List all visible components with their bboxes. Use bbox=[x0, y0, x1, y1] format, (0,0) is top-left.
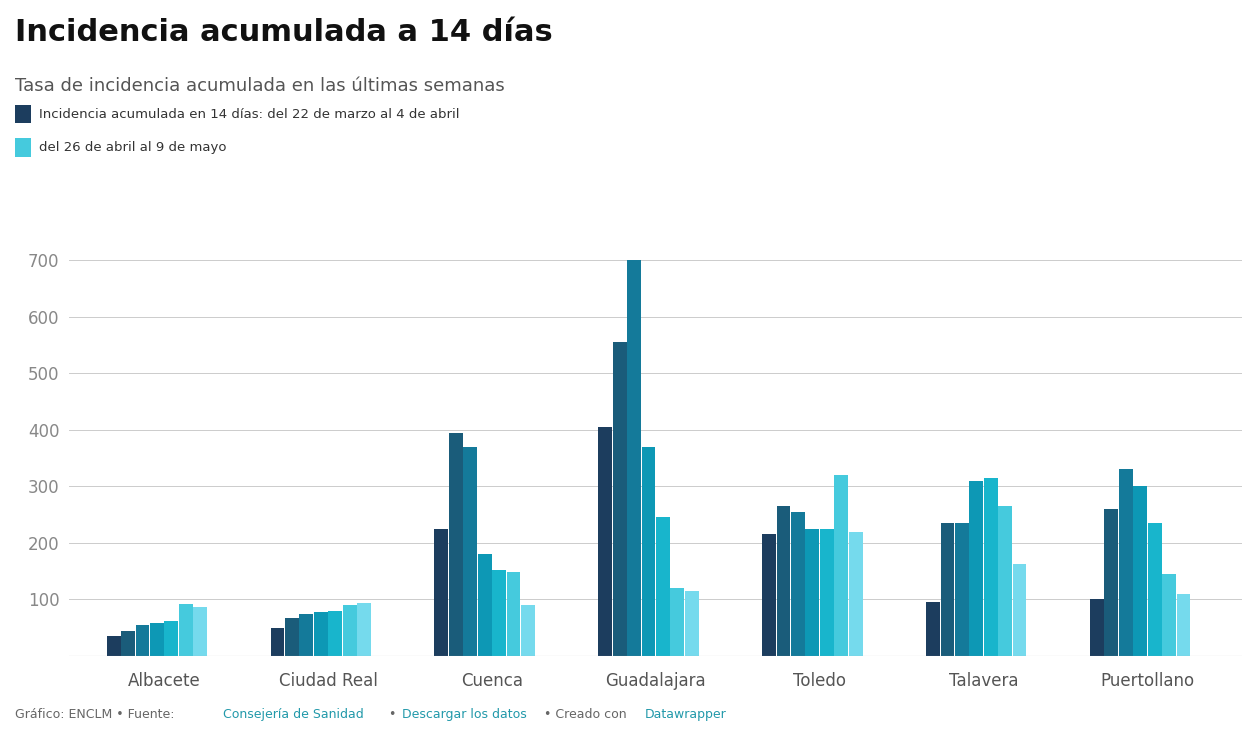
Bar bbox=[685, 591, 699, 656]
Text: Incidencia acumulada a 14 días: Incidencia acumulada a 14 días bbox=[15, 18, 552, 47]
Bar bbox=[478, 554, 492, 656]
Bar bbox=[984, 478, 998, 656]
Text: Tasa de incidencia acumulada en las últimas semanas: Tasa de incidencia acumulada en las últi… bbox=[15, 77, 505, 95]
Bar bbox=[628, 260, 641, 656]
Bar bbox=[271, 628, 285, 656]
Bar bbox=[149, 624, 164, 656]
Bar bbox=[492, 570, 506, 656]
Bar bbox=[107, 636, 120, 656]
Bar bbox=[521, 605, 535, 656]
Bar bbox=[777, 506, 791, 656]
Text: Incidencia acumulada en 14 días: del 22 de marzo al 4 de abril: Incidencia acumulada en 14 días: del 22 … bbox=[39, 108, 459, 121]
Bar bbox=[791, 511, 804, 656]
Bar bbox=[1133, 486, 1147, 656]
Bar bbox=[178, 604, 192, 656]
Bar bbox=[670, 588, 684, 656]
Bar bbox=[599, 427, 612, 656]
Bar bbox=[926, 602, 940, 656]
Bar bbox=[300, 613, 314, 656]
Bar bbox=[314, 612, 328, 656]
Bar bbox=[820, 529, 833, 656]
Bar bbox=[434, 529, 448, 656]
Text: Consejería de Sanidad: Consejería de Sanidad bbox=[223, 708, 364, 721]
Bar bbox=[1104, 509, 1118, 656]
Bar bbox=[329, 611, 343, 656]
Bar bbox=[164, 621, 178, 656]
Bar bbox=[1147, 523, 1162, 656]
Bar bbox=[641, 447, 655, 656]
Text: •: • bbox=[385, 708, 400, 721]
Text: Gráfico: ENCLM • Fuente:: Gráfico: ENCLM • Fuente: bbox=[15, 708, 178, 721]
Bar bbox=[463, 447, 477, 656]
Bar bbox=[835, 475, 848, 656]
Bar bbox=[940, 523, 954, 656]
Bar bbox=[1091, 599, 1104, 656]
Bar bbox=[1162, 574, 1176, 656]
Bar bbox=[285, 618, 299, 656]
Bar bbox=[955, 523, 969, 656]
Bar bbox=[449, 433, 463, 656]
Bar bbox=[998, 506, 1012, 656]
Bar bbox=[136, 625, 149, 656]
Bar bbox=[848, 531, 862, 656]
Bar bbox=[120, 631, 136, 656]
Bar bbox=[1119, 469, 1133, 656]
Bar bbox=[969, 481, 983, 656]
Text: • Creado con: • Creado con bbox=[540, 708, 630, 721]
Text: Datawrapper: Datawrapper bbox=[645, 708, 727, 721]
Bar bbox=[193, 607, 207, 656]
Bar bbox=[806, 529, 820, 656]
Bar bbox=[762, 534, 776, 656]
Bar bbox=[612, 343, 626, 656]
Text: del 26 de abril al 9 de mayo: del 26 de abril al 9 de mayo bbox=[39, 141, 226, 154]
Bar bbox=[1176, 594, 1191, 656]
Bar bbox=[656, 517, 670, 656]
Text: Descargar los datos: Descargar los datos bbox=[402, 708, 526, 721]
Bar bbox=[343, 605, 356, 656]
Bar bbox=[507, 573, 521, 656]
Bar bbox=[358, 604, 371, 656]
Bar bbox=[1013, 565, 1027, 656]
